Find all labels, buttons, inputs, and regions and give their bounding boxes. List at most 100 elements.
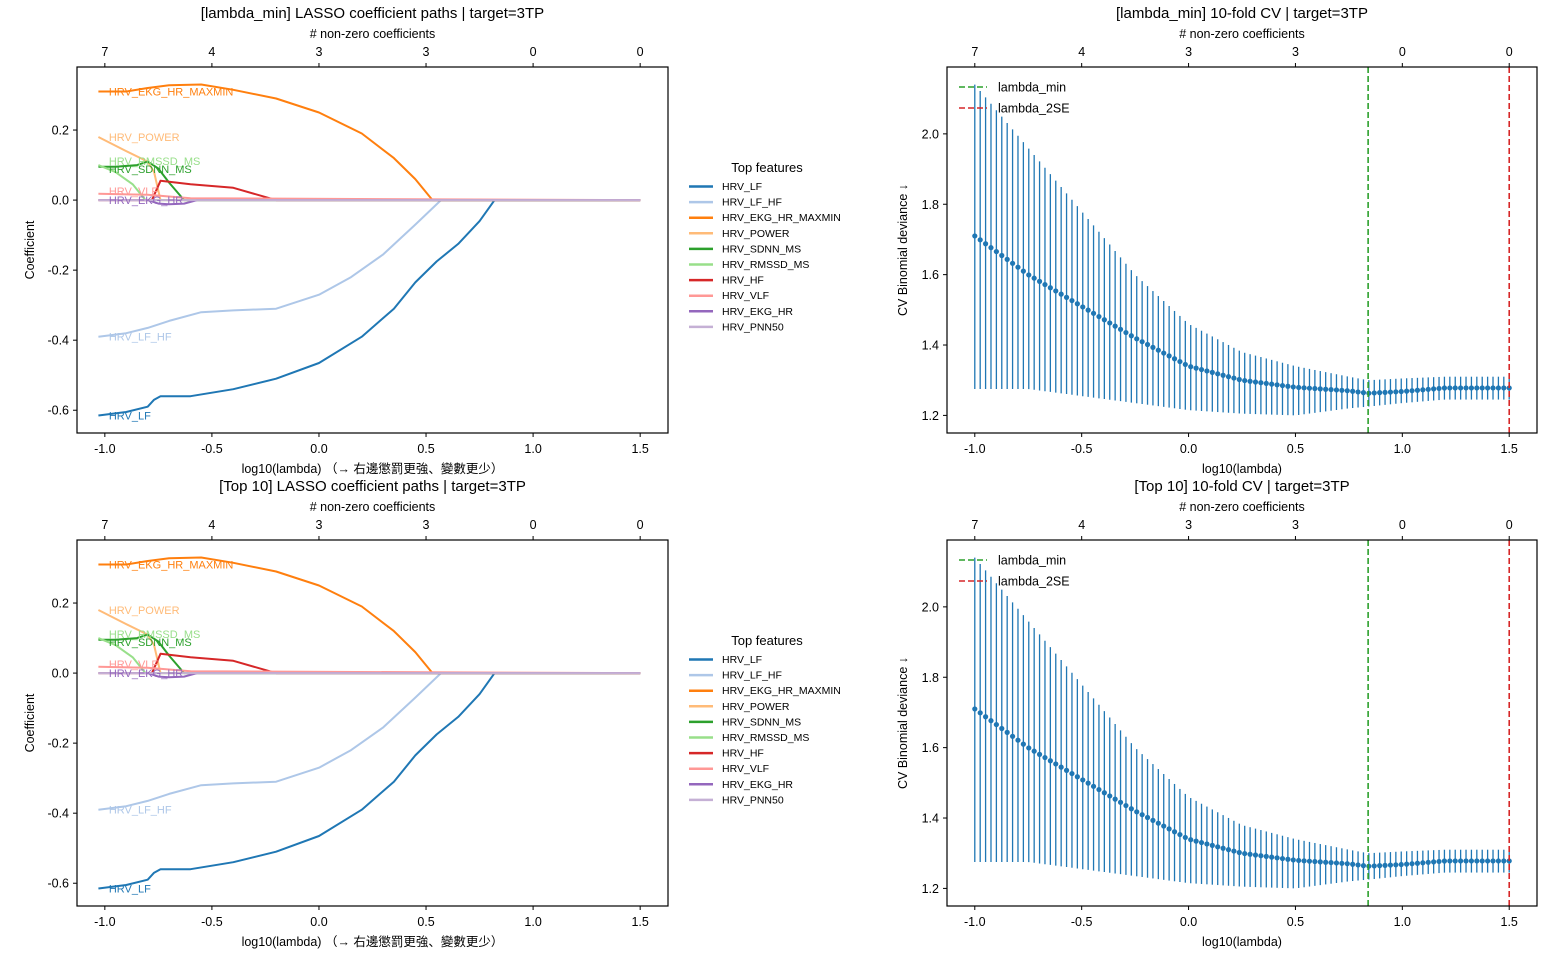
plot-area: HRV_EKG_HR_MAXMINHRV_POWERHRV_RMSSD_MSHR… [97, 556, 641, 895]
cv-mean-point [1020, 268, 1026, 274]
top-x-tick-label: 3 [315, 45, 322, 59]
y-tick-label: 0.2 [52, 597, 69, 611]
cv-mean-point [1085, 780, 1091, 786]
cv-mean-point [1058, 291, 1064, 297]
x-tick-label: -0.5 [201, 915, 223, 929]
cv-mean-point [1247, 378, 1253, 384]
cv-mean-point [1188, 837, 1194, 843]
cv-mean-point [1328, 386, 1334, 393]
y-tick-label: 0.0 [52, 667, 69, 681]
cv-mean-point [1155, 347, 1161, 353]
cv-mean-point [1058, 764, 1064, 770]
cv-mean-point [1031, 275, 1037, 281]
cv-mean-point [1204, 841, 1210, 847]
top-x-tick-label: 0 [1506, 45, 1513, 59]
cv-mean-point [1247, 851, 1253, 857]
cv-mean-point [1463, 385, 1469, 391]
x-tick-label: -1.0 [964, 442, 986, 456]
cv-mean-point [1393, 862, 1399, 868]
x-tick-label: 1.5 [631, 915, 648, 929]
cv-mean-point [1414, 387, 1421, 393]
cv-mean-point [1431, 386, 1437, 392]
path-label: HRV_VLF [109, 186, 159, 198]
y-tick-label: 1.6 [922, 741, 939, 755]
x-tick-label: -1.0 [964, 915, 986, 929]
cv-mean-point [1053, 761, 1059, 767]
cv-mean-point [1458, 385, 1464, 391]
cv-mean-point [972, 706, 978, 712]
cv-mean-point [1090, 310, 1097, 316]
top-x-tick-label: 0 [530, 45, 537, 59]
cv-mean-point [1501, 858, 1507, 864]
cv-mean-point [1404, 388, 1410, 394]
cv-mean-point [1069, 297, 1075, 304]
cv-mean-point [1026, 745, 1032, 751]
cv-mean-point [1139, 812, 1145, 818]
cv-mean-point [1220, 845, 1226, 851]
cv-mean-point [1290, 384, 1296, 390]
cv-mean-point [1350, 861, 1356, 867]
cv-mean-point [1425, 386, 1431, 392]
cv-mean-point [1436, 858, 1442, 865]
cv-mean-point [1263, 853, 1269, 860]
cv-mean-point [1404, 861, 1410, 867]
panel-coef_min: [lambda_min] LASSO coefficient paths | t… [23, 5, 841, 476]
path-label: HRV_EKG_HR [109, 668, 183, 680]
y-axis-label: Coefficient [23, 693, 37, 752]
cv-mean-point [1269, 854, 1275, 860]
cv-mean-point [1263, 380, 1269, 387]
cv-mean-point [1204, 368, 1210, 374]
cv-mean-point [1371, 390, 1377, 396]
x-axis-label: log10(lambda) （→ 右邊懲罰更強、變數更少） [242, 934, 504, 949]
cv-mean-point [1161, 823, 1167, 829]
cv-mean-point [1080, 304, 1086, 310]
y-tick-label: 1.8 [922, 671, 939, 685]
cv-mean-point [1166, 353, 1172, 359]
legend-label: HRV_LF [722, 654, 762, 666]
cv-mean-point [1387, 389, 1394, 395]
axes-frame [76, 539, 669, 907]
panel-coef_top: [Top 10] LASSO coefficient paths | targe… [23, 478, 841, 949]
cv-mean-point [1393, 389, 1399, 395]
cv-mean-point [1074, 774, 1080, 780]
cv-mean-point [1150, 817, 1156, 823]
cv-mean-point [1182, 361, 1188, 368]
cv-mean-point [1171, 356, 1178, 362]
cv-mean-point [993, 248, 999, 255]
cv-mean-point [1009, 733, 1016, 739]
cv-mean-point [1139, 339, 1145, 345]
cv-mean-point [1128, 333, 1134, 339]
cv-mean-point [1047, 758, 1053, 764]
y-tick-label: 2.0 [922, 127, 939, 141]
cv-mean-point [1452, 385, 1458, 391]
cv-mean-point [1355, 389, 1361, 395]
top-x-tick-label: 7 [101, 518, 108, 532]
chart-title: [Top 10] LASSO coefficient paths | targe… [219, 478, 526, 495]
cv-mean-point [1360, 390, 1367, 396]
cv-mean-point [1344, 388, 1350, 394]
cv-mean-point [1236, 849, 1242, 856]
cv-mean-point [1193, 838, 1199, 844]
y-tick-label: 1.2 [922, 409, 939, 423]
cv-mean-point [1171, 829, 1178, 835]
legend-label: HRV_LF_HF [722, 197, 782, 209]
cv-mean-point [1398, 861, 1404, 868]
cv-mean-point [1020, 741, 1026, 747]
cv-mean-point [999, 725, 1005, 732]
cv-mean-point [1485, 385, 1491, 391]
cv-mean-point [1117, 799, 1124, 805]
path-label: HRV_EKG_HR_MAXMIN [109, 87, 234, 99]
top-x-tick-label: 0 [1506, 518, 1513, 532]
top-x-tick-label: 3 [423, 518, 430, 532]
cv-mean-point [982, 241, 989, 247]
x-tick-label: 1.5 [631, 442, 648, 456]
cv-mean-point [1036, 278, 1043, 284]
cv-mean-point [1177, 358, 1183, 365]
cv-mean-point [1485, 858, 1491, 864]
series-line-hrv-lf [98, 672, 641, 890]
top-x-tick-label: 0 [637, 45, 644, 59]
y-axis-label: CV Binomial deviance ↓ [896, 657, 910, 789]
cv-mean-point [1441, 858, 1448, 864]
legend-label: HRV_HF [722, 748, 764, 760]
x-tick-label: 1.0 [1394, 915, 1411, 929]
